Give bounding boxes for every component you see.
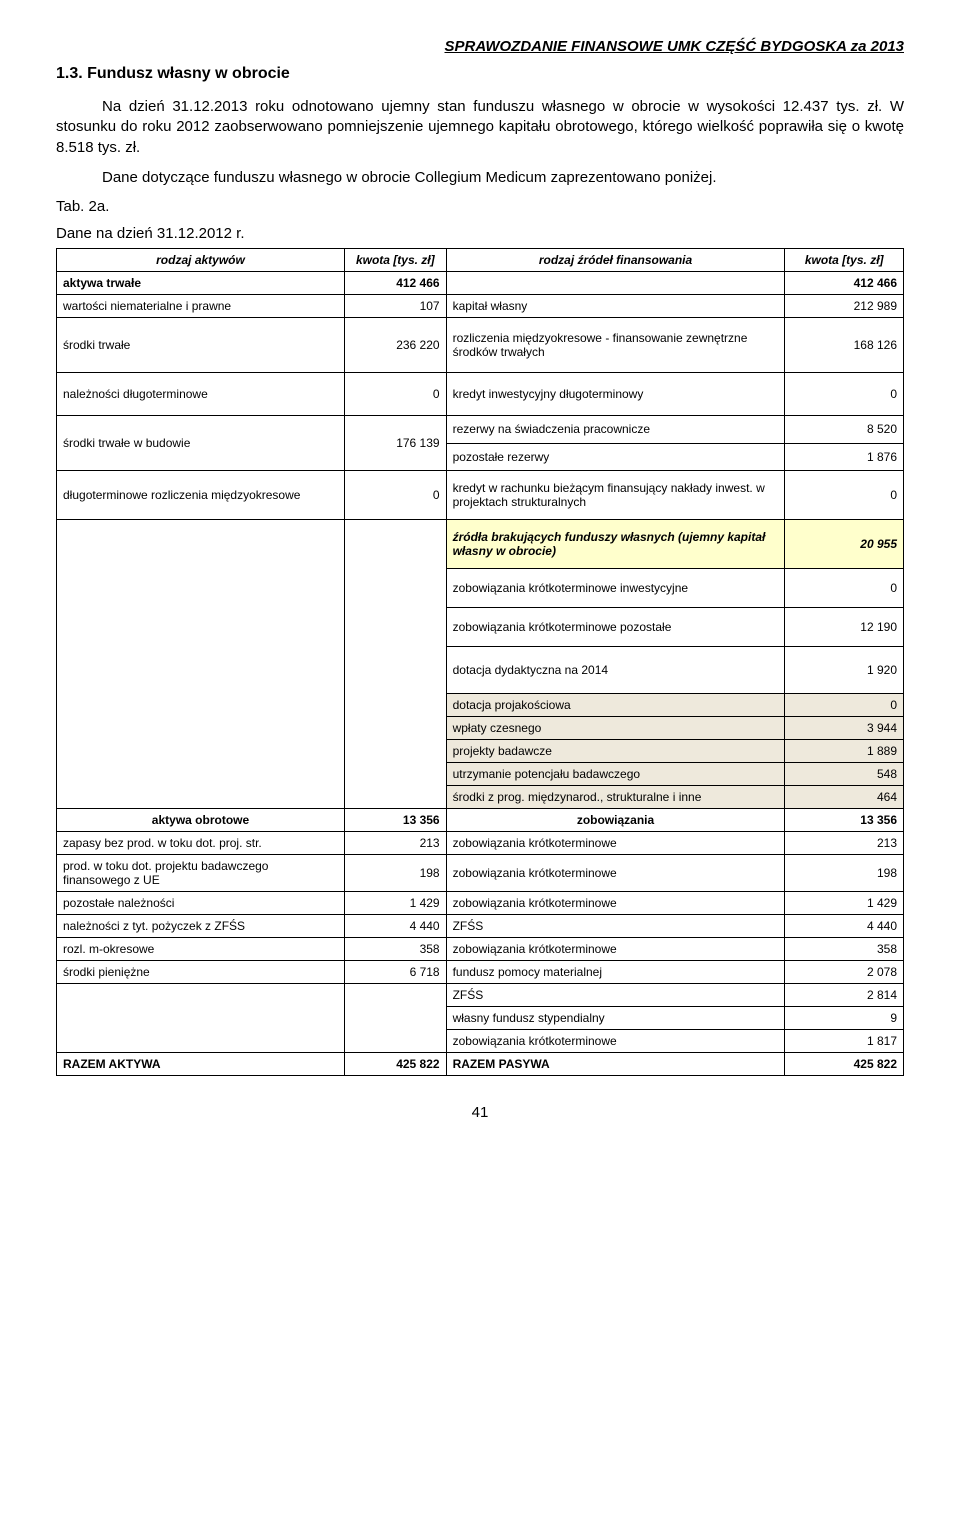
cell: 412 466 [344,272,446,295]
cell: 358 [785,938,904,961]
cell: 9 [785,1007,904,1030]
cell: 1 920 [785,647,904,694]
cell: 13 356 [785,809,904,832]
cell: wartości niematerialne i prawne [57,295,345,318]
cell: 412 466 [785,272,904,295]
cell: 1 889 [785,740,904,763]
cell: 1 876 [785,443,904,471]
cell: 464 [785,786,904,809]
cell: 2 814 [785,984,904,1007]
cell: źródła brakujących funduszy własnych (uj… [446,520,785,569]
cell: środki trwałe w budowie [57,416,345,471]
cell: 198 [344,855,446,892]
cell: ZFŚS [446,984,785,1007]
cell: aktywa obrotowe [57,809,345,832]
cell: 425 822 [344,1053,446,1076]
th-asset-amount: kwota [tys. zł] [344,249,446,272]
cell: prod. w toku dot. projektu badawczego fi… [57,855,345,892]
section-heading: 1.3. Fundusz własny w obrocie [56,65,904,83]
cell: środki pieniężne [57,961,345,984]
cell: wpłaty czesnego [446,717,785,740]
cell: 13 356 [344,809,446,832]
cell-empty [57,520,345,809]
cell: 358 [344,938,446,961]
cell: zobowiązania krótkoterminowe [446,855,785,892]
table-label: Tab. 2a. [56,198,904,215]
cell: 4 440 [785,915,904,938]
cell: pozostałe należności [57,892,345,915]
cell: 2 078 [785,961,904,984]
cell: należności długoterminowe [57,373,345,416]
th-asset-type: rodzaj aktywów [57,249,345,272]
cell: zobowiązania krótkoterminowe [446,892,785,915]
cell: długoterminowe rozliczenia międzyokresow… [57,471,345,520]
cell: 1 429 [344,892,446,915]
cell: rezerwy na świadczenia pracownicze [446,416,785,444]
cell: 236 220 [344,318,446,373]
cell: 107 [344,295,446,318]
cell: pozostałe rezerwy [446,443,785,471]
cell: 548 [785,763,904,786]
cell: 3 944 [785,717,904,740]
th-source-amount: kwota [tys. zł] [785,249,904,272]
cell: 212 989 [785,295,904,318]
cell: rozl. m-okresowe [57,938,345,961]
cell: kapitał własny [446,295,785,318]
cell: dotacja projakościowa [446,694,785,717]
cell: dotacja dydaktyczna na 2014 [446,647,785,694]
cell: projekty badawcze [446,740,785,763]
cell: 0 [785,569,904,608]
th-source-type: rodzaj źródeł finansowania [446,249,785,272]
cell: 6 718 [344,961,446,984]
cell: własny fundusz stypendialny [446,1007,785,1030]
cell: utrzymanie potencjału badawczego [446,763,785,786]
cell-empty [344,520,446,809]
cell: 0 [785,694,904,717]
cell: 0 [344,373,446,416]
cell: 8 520 [785,416,904,444]
cell: 176 139 [344,416,446,471]
cell: zobowiązania [446,809,785,832]
cell: środki trwałe [57,318,345,373]
cell: 425 822 [785,1053,904,1076]
cell: RAZEM PASYWA [446,1053,785,1076]
cell: 0 [344,471,446,520]
cell: kredyt w rachunku bieżącym finansujący n… [446,471,785,520]
cell: zobowiązania krótkoterminowe pozostałe [446,608,785,647]
page-header: SPRAWOZDANIE FINANSOWE UMK CZĘŚĆ BYDGOSK… [56,38,904,55]
cell: 0 [785,471,904,520]
cell: ZFŚS [446,915,785,938]
cell: aktywa trwałe [57,272,345,295]
cell: zobowiązania krótkoterminowe [446,832,785,855]
cell: 20 955 [785,520,904,569]
cell: zobowiązania krótkoterminowe [446,938,785,961]
cell: 168 126 [785,318,904,373]
table-caption: Dane na dzień 31.12.2012 r. [56,225,904,242]
cell: 1 429 [785,892,904,915]
cell: 213 [344,832,446,855]
cell: 198 [785,855,904,892]
finance-table: rodzaj aktywów kwota [tys. zł] rodzaj źr… [56,248,904,1076]
cell: 4 440 [344,915,446,938]
paragraph-2: Dane dotyczące funduszu własnego w obroc… [56,168,904,188]
page-number: 41 [56,1104,904,1121]
cell: 12 190 [785,608,904,647]
cell: należności z tyt. pożyczek z ZFŚS [57,915,345,938]
cell: RAZEM AKTYWA [57,1053,345,1076]
cell: 0 [785,373,904,416]
cell: zobowiązania krótkoterminowe [446,1030,785,1053]
cell: 213 [785,832,904,855]
paragraph-1: Na dzień 31.12.2013 roku odnotowano ujem… [56,97,904,158]
cell-empty [57,984,345,1053]
cell-empty [344,984,446,1053]
cell: kredyt inwestycyjny długoterminowy [446,373,785,416]
cell: 1 817 [785,1030,904,1053]
cell: rozliczenia międzyokresowe - finansowani… [446,318,785,373]
cell: zobowiązania krótkoterminowe inwestycyjn… [446,569,785,608]
cell: środki z prog. międzynarod., strukturaln… [446,786,785,809]
cell: zapasy bez prod. w toku dot. proj. str. [57,832,345,855]
cell: fundusz pomocy materialnej [446,961,785,984]
cell [446,272,785,295]
